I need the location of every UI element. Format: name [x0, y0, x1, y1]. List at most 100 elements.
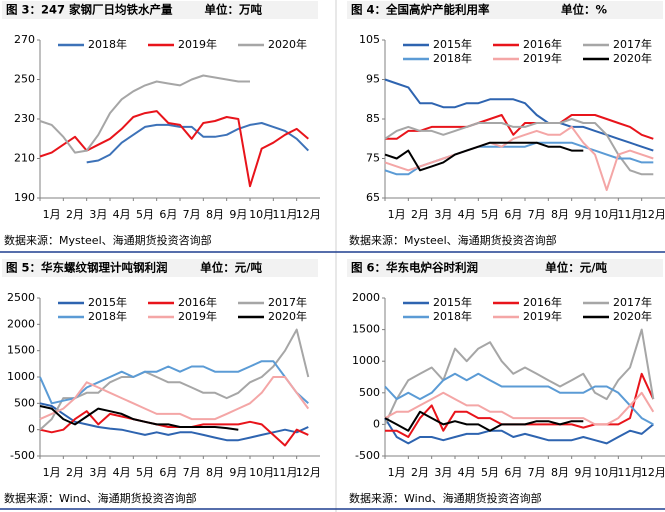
x-tick-label: 7月: [528, 208, 546, 221]
series-line: [384, 125, 654, 192]
x-tick-label: 8月: [551, 466, 569, 479]
x-tick-label: 1月: [388, 466, 406, 479]
x-tick-label: 5月: [481, 208, 499, 221]
legend-label: 2017年: [613, 37, 652, 51]
unit-label: 单位：元/吨: [545, 261, 607, 275]
x-tick-label: 4月: [458, 208, 476, 221]
x-tick-label: 5月: [136, 208, 154, 221]
legend-label: 2020年: [268, 37, 307, 51]
y-tick-label: 65: [366, 191, 380, 204]
x-tick-label: 10月: [594, 466, 619, 479]
legend-label: 2018年: [433, 51, 472, 65]
y-tick-label: 0: [28, 423, 35, 436]
series-line: [384, 417, 654, 445]
y-tick-label: 1500: [352, 323, 380, 336]
series-line: [384, 78, 654, 152]
x-tick-label: 6月: [504, 466, 522, 479]
x-tick-label: 6月: [159, 466, 177, 479]
legend-label: 2016年: [178, 295, 217, 309]
source-note: 数据来源：Wind、海通期货投资咨询部: [4, 491, 197, 505]
legend-label: 2018年: [88, 309, 127, 323]
legend-label: 2018年: [433, 309, 472, 323]
unit-label: 单位：元/吨: [200, 261, 262, 275]
source-note: 数据来源：Mysteel、海通期货投资咨询部: [4, 233, 212, 247]
legend-label: 2019年: [523, 51, 562, 65]
unit-label: 单位：万吨: [205, 3, 263, 17]
x-tick-label: 3月: [89, 208, 107, 221]
x-tick-label: 3月: [89, 466, 107, 479]
legend-label: 2015年: [88, 295, 127, 309]
header-band: [347, 1, 663, 19]
x-tick-label: 8月: [551, 208, 569, 221]
x-tick-label: 12月: [296, 208, 321, 221]
y-tick-label: 250: [14, 73, 35, 86]
y-tick-label: 210: [14, 152, 35, 165]
x-tick-label: 5月: [481, 466, 499, 479]
x-tick-label: 9月: [229, 466, 247, 479]
series-line: [384, 410, 584, 432]
series-line: [384, 391, 655, 426]
x-tick-label: 4月: [458, 466, 476, 479]
x-tick-label: 10月: [594, 208, 619, 221]
series-line: [385, 372, 655, 438]
figure-title: 图 3：247 家钢厂日均铁水产量: [6, 3, 173, 17]
series-line: [385, 114, 654, 140]
series-line: [39, 74, 250, 154]
series-line: [39, 360, 309, 405]
header-band: [2, 259, 318, 277]
legend-label: 2019年: [178, 309, 217, 323]
legend-label: 2015年: [433, 295, 472, 309]
figure-title: 图 6：华东电炉谷时利润: [351, 261, 478, 275]
header-band: [2, 1, 318, 19]
x-tick-label: 2月: [411, 466, 429, 479]
x-tick-label: 12月: [641, 208, 665, 221]
x-tick-label: 1月: [43, 466, 61, 479]
x-tick-label: 2月: [66, 208, 84, 221]
x-tick-label: 4月: [113, 208, 131, 221]
x-tick-label: 8月: [206, 466, 224, 479]
x-tick-label: 11月: [273, 208, 298, 221]
x-tick-label: 5月: [136, 466, 154, 479]
y-tick-label: 1000: [7, 370, 35, 383]
x-tick-label: 6月: [504, 208, 522, 221]
x-tick-label: 11月: [273, 466, 298, 479]
legend-label: 2016年: [523, 295, 562, 309]
source-note: 数据来源：Mysteel、海通期货投资咨询部: [349, 233, 557, 247]
y-tick-label: 230: [14, 112, 35, 125]
legend-label: 2019年: [178, 37, 217, 51]
x-tick-label: 9月: [229, 208, 247, 221]
x-tick-label: 11月: [618, 466, 643, 479]
series-line: [384, 118, 654, 176]
series-line: [39, 405, 239, 431]
y-tick-label: 105: [359, 33, 380, 46]
y-tick-label: 75: [366, 152, 380, 165]
series-line: [384, 328, 655, 425]
y-tick-label: 500: [359, 386, 380, 399]
y-tick-label: 2500: [7, 291, 35, 304]
x-tick-label: 10月: [249, 466, 274, 479]
legend-label: 2020年: [613, 309, 652, 323]
figure-title: 图 5：华东螺纹钢理计吨钢利润: [6, 261, 168, 275]
y-tick-label: 0: [373, 417, 380, 430]
legend-label: 2016年: [523, 37, 562, 51]
y-tick-label: 1500: [7, 344, 35, 357]
y-tick-label: 95: [366, 73, 380, 86]
legend-label: 2018年: [88, 37, 127, 51]
y-tick-label: -500: [10, 449, 35, 462]
y-tick-label: 1000: [352, 354, 380, 367]
x-tick-label: 8月: [206, 208, 224, 221]
legend-label: 2017年: [268, 295, 307, 309]
x-tick-label: 9月: [574, 466, 592, 479]
series-line: [39, 410, 309, 447]
x-tick-label: 9月: [574, 208, 592, 221]
y-tick-label: 190: [14, 191, 35, 204]
y-tick-label: 270: [14, 33, 35, 46]
series-line: [39, 328, 310, 431]
legend-label: 2017年: [613, 295, 652, 309]
x-tick-label: 2月: [411, 208, 429, 221]
x-tick-label: 3月: [434, 466, 452, 479]
series-line: [384, 141, 584, 172]
x-tick-label: 12月: [641, 466, 665, 479]
legend-label: 2019年: [523, 309, 562, 323]
legend-label: 2020年: [613, 51, 652, 65]
